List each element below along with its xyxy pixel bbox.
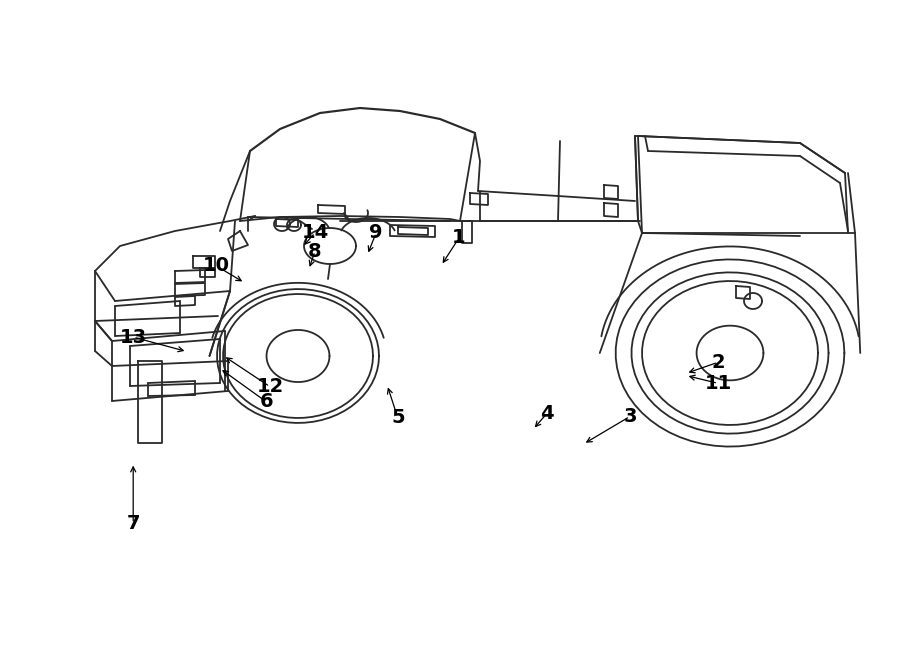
Text: 11: 11 — [705, 374, 732, 393]
Text: 13: 13 — [120, 328, 147, 346]
Text: 10: 10 — [202, 256, 230, 275]
Text: 1: 1 — [452, 229, 466, 247]
Text: 2: 2 — [711, 353, 725, 371]
Text: 7: 7 — [126, 514, 140, 533]
Text: 14: 14 — [302, 223, 328, 242]
Text: 4: 4 — [540, 404, 554, 422]
Text: 8: 8 — [308, 242, 322, 260]
Text: 3: 3 — [623, 407, 637, 426]
Text: 9: 9 — [369, 223, 383, 242]
Text: 6: 6 — [259, 393, 274, 411]
Text: 5: 5 — [391, 408, 405, 427]
Text: 12: 12 — [256, 377, 284, 396]
